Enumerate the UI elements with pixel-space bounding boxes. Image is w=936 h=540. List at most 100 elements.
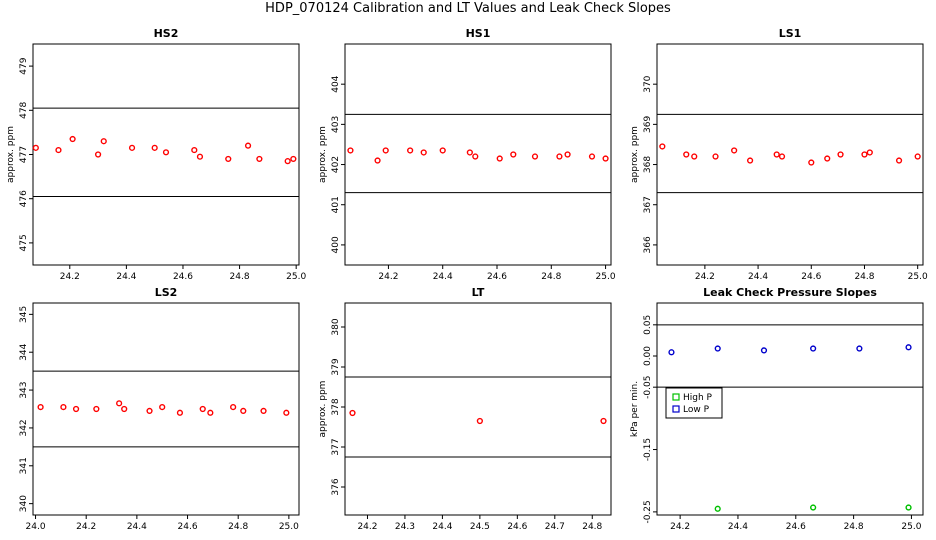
data-point [712,153,719,160]
x-tick-label: 24.4 [728,522,748,532]
panel-title: LT [472,286,485,299]
data-point [382,147,389,154]
data-point [773,151,780,158]
data-point [866,149,873,156]
data-point [230,404,237,411]
x-tick-label: 24.8 [230,272,250,282]
data-point [496,155,503,162]
y-tick-label: 340 [19,495,29,512]
data-point [191,146,198,154]
panel-4: LS2 24.0 24.2 24.4 24.6 24.8 25.0 340 341 342 343 3… [19,286,300,532]
x-tick-label: 24.7 [545,522,565,532]
data-point [162,149,170,156]
data-point [810,504,817,511]
x-tick-label: 24.4 [748,272,768,282]
data-point [284,158,291,165]
y-tick-label: 380 [331,318,341,335]
y-tick-label: 367 [643,196,653,213]
x-tick-label: 24.8 [854,272,874,282]
x-tick-label: 24.6 [786,522,806,532]
data-point [420,149,427,156]
data-point [121,405,128,413]
data-point [760,347,768,354]
data-point [668,349,675,356]
y-tick-label: 343 [19,381,29,398]
y-tick-label: 366 [643,236,653,253]
data-point [600,417,607,425]
data-point [714,505,721,512]
panel-title: HS1 [466,27,491,40]
legend-label: Low P [683,405,710,415]
data-point [472,153,479,160]
x-tick-label: 24.2 [60,272,80,282]
data-point [808,159,815,166]
legend-swatch [672,405,680,413]
x-tick-label: 24.8 [844,522,864,532]
y-tick-label: 341 [19,457,29,474]
y-tick-label: 345 [19,306,29,323]
y-tick-label: 370 [643,75,653,92]
x-tick-label: 25.0 [279,522,299,532]
x-tick-label: 24.2 [670,522,690,532]
x-tick-label: 24.2 [357,522,377,532]
data-point [691,153,698,160]
y-tick-label: 478 [19,101,29,118]
panel-title: Leak Check Pressure Slopes [703,286,877,299]
data-point [116,400,123,407]
data-point [207,409,214,416]
data-point [60,404,67,411]
x-tick-label: 24.0 [26,522,46,532]
data-point [94,151,102,158]
x-tick-label: 25.0 [908,272,928,282]
y-tick-label: 400 [331,236,341,253]
data-point [778,153,786,160]
y-tick-label: 376 [331,478,341,495]
data-point [731,147,738,154]
x-tick-label: 24.8 [541,272,561,282]
data-point [240,407,247,414]
data-point [905,344,912,351]
data-point [347,147,354,154]
plot-frame [656,302,924,516]
y-axis-label: approx. ppm [318,126,328,183]
y-tick-label: 479 [19,57,29,74]
data-point [659,143,666,150]
data-point [290,155,297,163]
panel-6: Leak Check Pressure Slopes 24.2 24.4 24.6 24… [630,286,924,532]
panel-title: LS1 [779,27,802,40]
data-point [159,404,166,411]
y-tick-label: 404 [331,75,341,92]
y-tick-label: 401 [331,196,341,213]
y-tick-label: 342 [19,419,29,436]
y-tick-label: 477 [19,146,29,163]
panel-3: LS1 24.2 24.4 24.6 24.8 25.0 366 367 368 369 370 ap… [630,27,928,282]
legend-box [665,387,723,419]
x-tick-label: 24.4 [433,272,453,282]
data-point [100,138,107,145]
data-point [196,153,204,160]
panel-2: HS1 24.2 24.4 24.6 24.8 25.0 400 401 402 403 404 ap… [318,27,616,282]
x-tick-label: 25.0 [596,272,616,282]
data-point [895,157,903,164]
data-point [349,409,356,417]
data-point [374,157,381,164]
y-tick-label: 0.00 [643,346,653,366]
data-point [93,405,100,413]
x-tick-label: 24.2 [378,272,398,282]
data-point [510,151,517,158]
y-tick-label: 369 [643,116,653,133]
data-point [861,151,868,158]
panel-title: LS2 [155,286,178,299]
x-tick-label: 25.0 [901,522,921,532]
data-point [69,135,76,143]
data-point [564,151,571,158]
data-point [914,153,921,160]
y-tick-label: 368 [643,156,653,173]
panel-1: HS2 24.2 24.4 24.6 24.8 25.0 475 476 477 478 479 ap… [6,27,306,282]
data-point [531,153,539,160]
x-tick-label: 24.8 [582,522,602,532]
data-point [476,417,483,425]
data-point [260,407,267,414]
y-axis-label: kPa per min. [630,381,640,437]
